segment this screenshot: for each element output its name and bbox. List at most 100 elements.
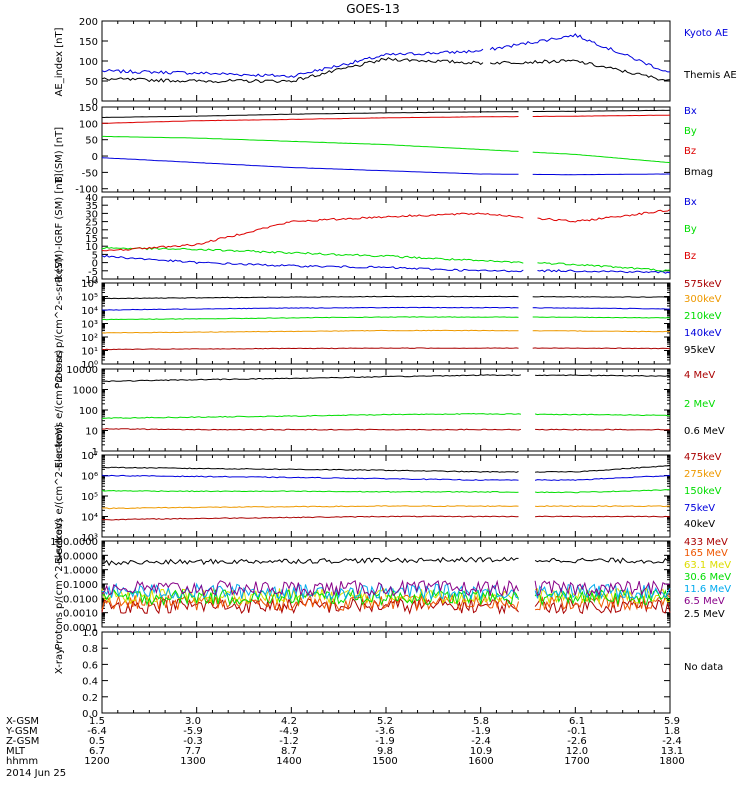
legend-entry: 11.6 MeV <box>684 584 731 595</box>
panel-4: 10⁰ 10¹ 10² 10³ 10⁴ 10⁵ 10⁶ Protons p/(cm^2-s-s… <box>54 257 722 388</box>
ephemeris-value: 7.7 <box>185 746 201 757</box>
y-tick-label: 10 <box>85 427 98 438</box>
y-tick-label: 1.0 <box>82 628 98 639</box>
y-tick-label: 10 <box>85 242 98 253</box>
y-tick-label: 30 <box>85 209 98 220</box>
series-line-Bx <box>101 157 671 176</box>
ephemeris-value: 1.5 <box>89 716 105 727</box>
legend-entry: 475keV <box>684 452 722 463</box>
ephemeris-value: 10.9 <box>470 746 492 757</box>
legend-entry: Kyoto AE <box>684 28 728 39</box>
y-tick-label: 1.0000 <box>63 566 98 577</box>
ephemeris-value: 1400 <box>276 756 301 767</box>
panel-frame <box>101 631 671 714</box>
legend-entry: 165 MeV <box>684 548 728 559</box>
legend-entry: Bmag <box>684 167 713 178</box>
series-line-40keV <box>101 464 671 473</box>
y-tick-label: 10¹ <box>81 347 98 358</box>
y-axis-label: Electrons e/(cm^2-s-sr-keV) <box>54 424 65 564</box>
legend-entry: 4 MeV <box>684 370 715 381</box>
legend-entry: 75keV <box>684 503 715 514</box>
y-tick-label: 200 <box>79 17 98 28</box>
y-tick-label: 10⁰ <box>81 360 98 371</box>
legend-entry: 6.5 MeV <box>684 596 725 607</box>
series-line-Bx <box>101 254 671 274</box>
series-line-575keV <box>101 347 671 351</box>
series-line-475keV <box>102 515 671 521</box>
series-line-2_5-MeV <box>101 556 671 567</box>
ephemeris-row-label: hhmm <box>6 756 38 767</box>
legend-entry: 2 MeV <box>684 399 715 410</box>
date-label: 2014 Jun 25 <box>6 768 66 779</box>
legend-entry: 2.5 MeV <box>684 609 725 620</box>
legend-entry: Bx <box>684 197 697 208</box>
legend-entry: 150keV <box>684 486 722 497</box>
ephemeris-value: -0.3 <box>183 736 203 747</box>
ephemeris-row-label: Z-GSM <box>6 736 39 747</box>
legend-entry: 575keV <box>684 279 722 290</box>
legend-entry: 210keV <box>684 311 722 322</box>
legend-entry: 300keV <box>684 294 722 305</box>
ephemeris-table: X-GSM 1.5 3.0 4.2 5.2 5.8 6.1 5.9Y-GSM -6.4 -5.9-… <box>5 716 685 767</box>
ephemeris-value: 8.7 <box>281 746 297 757</box>
y-tick-label: 100 <box>79 406 98 417</box>
series-line-Themis-AE <box>101 57 671 84</box>
y-tick-label: 1000 <box>73 386 98 397</box>
legend-entry: 63.1 MeV <box>684 560 731 571</box>
series-line-Kyoto-AE <box>101 33 670 78</box>
y-axis-label: B (SM)-IGRF (SM) [nT] <box>54 173 65 282</box>
y-tick-label: 15 <box>85 234 98 245</box>
legend-entry: By <box>684 224 697 235</box>
panel-frame <box>101 196 671 280</box>
series-line-433-MeV <box>101 596 671 615</box>
legend-entry: Bz <box>684 251 696 262</box>
legend-entry: Bz <box>684 146 696 157</box>
series-line-300keV <box>101 329 671 334</box>
ephemeris-value: 1300 <box>180 756 205 767</box>
series-line-210keV <box>101 316 671 321</box>
series-line-140keV <box>101 306 670 311</box>
ephemeris-value: 6.1 <box>569 716 585 727</box>
y-tick-label: 0 <box>92 97 98 108</box>
series-line-Bmag <box>101 109 671 119</box>
panel-2: -100 -50 0 50 100 150 B (SM) [nT] Bx By Bz Bmag <box>54 103 713 196</box>
ephemeris-value: 3.0 <box>185 716 201 727</box>
y-tick-label: 10⁶ <box>81 472 98 483</box>
ephemeris-value: -1.9 <box>375 736 395 747</box>
ephemeris-row-label: X-GSM <box>6 716 39 727</box>
y-axis-label: Electrons e/(cm^2-s-sr) <box>54 350 65 469</box>
panel-6: 10³ 10⁴ 10⁵ 10⁶ 10⁷ Electrons e/(cm^2-s-sr-ke… <box>54 424 722 564</box>
y-tick-label: 20 <box>85 226 98 237</box>
y-tick-label: 0.0001 <box>63 623 98 634</box>
ephemeris-value: -1.2 <box>279 736 299 747</box>
legend-entry: 433 MeV <box>684 537 728 548</box>
ephemeris-value: 1200 <box>84 756 109 767</box>
series-line-By <box>102 135 671 164</box>
legend-entry: By <box>684 126 697 137</box>
y-tick-label: 0.1000 <box>63 580 98 591</box>
ephemeris-value: 0.5 <box>89 736 105 747</box>
series-line-95keV <box>101 295 671 300</box>
series-line-Bz <box>101 209 671 252</box>
y-tick-label: -5 <box>88 267 98 278</box>
ephemeris-value: -5.9 <box>183 726 203 737</box>
ephemeris-value: -6.4 <box>87 726 107 737</box>
series-line-Bz <box>101 114 671 124</box>
y-tick-label: 0 <box>92 259 98 270</box>
y-tick-label: 40 <box>85 193 98 204</box>
ephemeris-value: 1.8 <box>664 726 680 737</box>
ephemeris-value: 1500 <box>372 756 397 767</box>
ephemeris-value: 4.2 <box>281 716 297 727</box>
y-tick-label: 10000 <box>66 365 98 376</box>
series-line-4-MeV <box>101 427 671 431</box>
legend-entry: 275keV <box>684 469 722 480</box>
y-tick-label: -10 <box>82 275 98 286</box>
legend-entry: 0.6 MeV <box>684 426 725 437</box>
y-tick-label: 100.0000 <box>50 537 98 548</box>
y-tick-label: 10.0000 <box>57 551 98 562</box>
y-tick-label: 0.4 <box>82 677 98 688</box>
panel-7: 0.0001 0.0010 0.0100 0.1000 1.0000 10.0000 100… <box>50 518 731 649</box>
y-axis-label: B (SM) [nT] <box>54 127 65 183</box>
panel-frame <box>101 454 671 538</box>
